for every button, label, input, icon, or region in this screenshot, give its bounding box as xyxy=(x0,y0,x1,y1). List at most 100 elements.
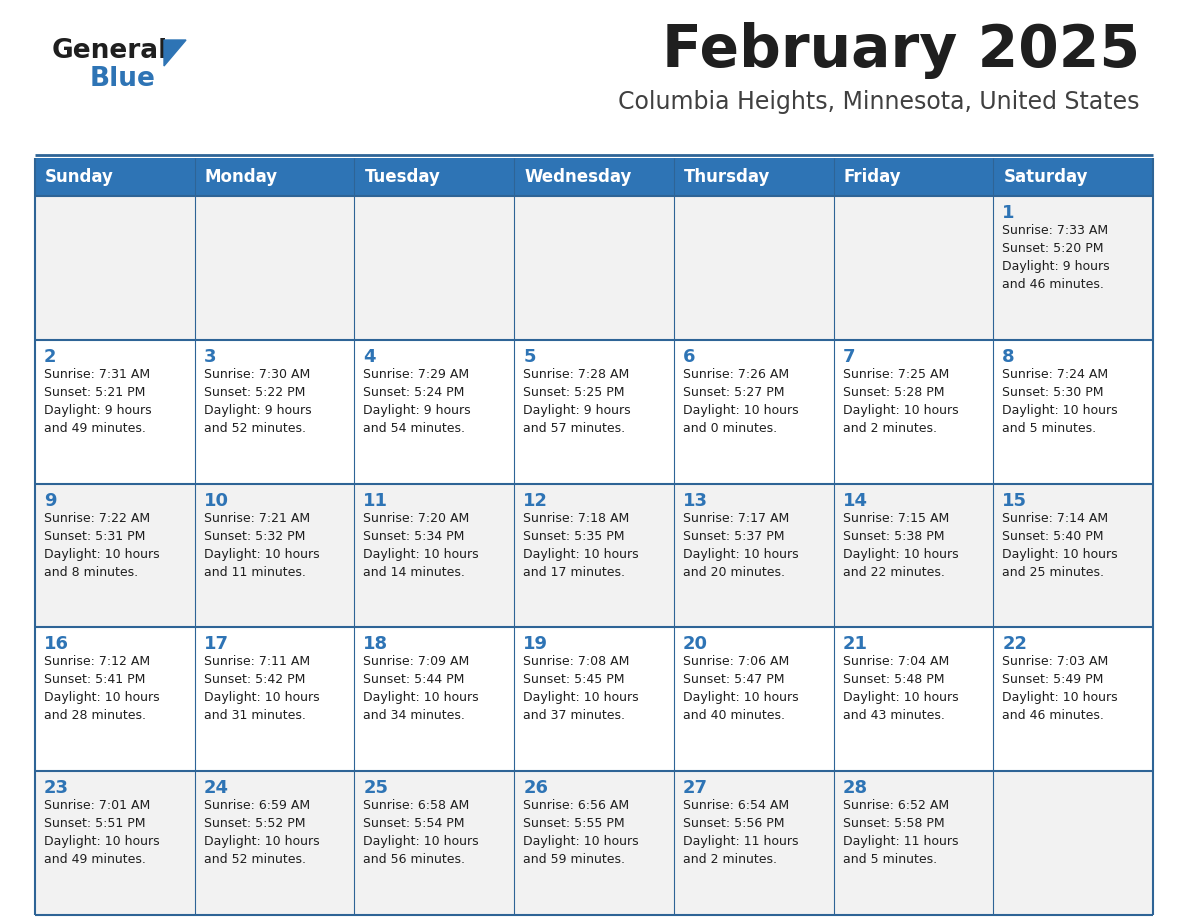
Text: Sunrise: 7:29 AM
Sunset: 5:24 PM
Daylight: 9 hours
and 54 minutes.: Sunrise: 7:29 AM Sunset: 5:24 PM Dayligh… xyxy=(364,368,472,435)
Text: 15: 15 xyxy=(1003,492,1028,509)
Text: Sunrise: 7:22 AM
Sunset: 5:31 PM
Daylight: 10 hours
and 8 minutes.: Sunrise: 7:22 AM Sunset: 5:31 PM Dayligh… xyxy=(44,511,159,578)
Text: Sunrise: 6:59 AM
Sunset: 5:52 PM
Daylight: 10 hours
and 52 minutes.: Sunrise: 6:59 AM Sunset: 5:52 PM Dayligh… xyxy=(203,800,320,867)
Polygon shape xyxy=(164,40,187,66)
Text: Sunrise: 7:24 AM
Sunset: 5:30 PM
Daylight: 10 hours
and 5 minutes.: Sunrise: 7:24 AM Sunset: 5:30 PM Dayligh… xyxy=(1003,368,1118,435)
Text: Thursday: Thursday xyxy=(684,168,770,186)
Text: 12: 12 xyxy=(523,492,548,509)
Text: 21: 21 xyxy=(842,635,867,654)
Text: Sunrise: 7:21 AM
Sunset: 5:32 PM
Daylight: 10 hours
and 11 minutes.: Sunrise: 7:21 AM Sunset: 5:32 PM Dayligh… xyxy=(203,511,320,578)
Bar xyxy=(674,771,834,915)
Text: Sunrise: 7:31 AM
Sunset: 5:21 PM
Daylight: 9 hours
and 49 minutes.: Sunrise: 7:31 AM Sunset: 5:21 PM Dayligh… xyxy=(44,368,152,435)
Text: 4: 4 xyxy=(364,348,375,365)
Bar xyxy=(514,196,674,340)
Bar xyxy=(195,771,354,915)
Text: Sunrise: 7:14 AM
Sunset: 5:40 PM
Daylight: 10 hours
and 25 minutes.: Sunrise: 7:14 AM Sunset: 5:40 PM Dayligh… xyxy=(1003,511,1118,578)
Bar xyxy=(674,484,834,627)
Text: Sunrise: 7:01 AM
Sunset: 5:51 PM
Daylight: 10 hours
and 49 minutes.: Sunrise: 7:01 AM Sunset: 5:51 PM Dayligh… xyxy=(44,800,159,867)
Bar xyxy=(514,484,674,627)
Text: Sunrise: 7:20 AM
Sunset: 5:34 PM
Daylight: 10 hours
and 14 minutes.: Sunrise: 7:20 AM Sunset: 5:34 PM Dayligh… xyxy=(364,511,479,578)
Text: Sunrise: 7:08 AM
Sunset: 5:45 PM
Daylight: 10 hours
and 37 minutes.: Sunrise: 7:08 AM Sunset: 5:45 PM Dayligh… xyxy=(523,655,639,722)
Text: 10: 10 xyxy=(203,492,229,509)
Text: Sunrise: 6:52 AM
Sunset: 5:58 PM
Daylight: 11 hours
and 5 minutes.: Sunrise: 6:52 AM Sunset: 5:58 PM Dayligh… xyxy=(842,800,958,867)
Text: Sunrise: 7:12 AM
Sunset: 5:41 PM
Daylight: 10 hours
and 28 minutes.: Sunrise: 7:12 AM Sunset: 5:41 PM Dayligh… xyxy=(44,655,159,722)
Text: Sunrise: 7:25 AM
Sunset: 5:28 PM
Daylight: 10 hours
and 2 minutes.: Sunrise: 7:25 AM Sunset: 5:28 PM Dayligh… xyxy=(842,368,959,435)
Bar xyxy=(674,627,834,771)
Text: 22: 22 xyxy=(1003,635,1028,654)
Bar xyxy=(34,771,195,915)
Text: 5: 5 xyxy=(523,348,536,365)
Bar xyxy=(34,158,1154,196)
Text: 27: 27 xyxy=(683,779,708,797)
Text: Blue: Blue xyxy=(90,66,156,92)
Text: 2: 2 xyxy=(44,348,57,365)
Text: 6: 6 xyxy=(683,348,695,365)
Text: 17: 17 xyxy=(203,635,229,654)
Text: 11: 11 xyxy=(364,492,388,509)
Bar xyxy=(674,340,834,484)
Bar xyxy=(514,340,674,484)
Text: Sunrise: 7:18 AM
Sunset: 5:35 PM
Daylight: 10 hours
and 17 minutes.: Sunrise: 7:18 AM Sunset: 5:35 PM Dayligh… xyxy=(523,511,639,578)
Text: Sunrise: 6:54 AM
Sunset: 5:56 PM
Daylight: 11 hours
and 2 minutes.: Sunrise: 6:54 AM Sunset: 5:56 PM Dayligh… xyxy=(683,800,798,867)
Text: Columbia Heights, Minnesota, United States: Columbia Heights, Minnesota, United Stat… xyxy=(619,90,1140,114)
Text: Sunrise: 7:30 AM
Sunset: 5:22 PM
Daylight: 9 hours
and 52 minutes.: Sunrise: 7:30 AM Sunset: 5:22 PM Dayligh… xyxy=(203,368,311,435)
Bar xyxy=(354,771,514,915)
Text: Sunrise: 6:56 AM
Sunset: 5:55 PM
Daylight: 10 hours
and 59 minutes.: Sunrise: 6:56 AM Sunset: 5:55 PM Dayligh… xyxy=(523,800,639,867)
Bar xyxy=(354,627,514,771)
Bar xyxy=(34,196,195,340)
Text: Sunrise: 7:28 AM
Sunset: 5:25 PM
Daylight: 9 hours
and 57 minutes.: Sunrise: 7:28 AM Sunset: 5:25 PM Dayligh… xyxy=(523,368,631,435)
Text: 26: 26 xyxy=(523,779,548,797)
Text: Sunrise: 7:15 AM
Sunset: 5:38 PM
Daylight: 10 hours
and 22 minutes.: Sunrise: 7:15 AM Sunset: 5:38 PM Dayligh… xyxy=(842,511,959,578)
Text: 16: 16 xyxy=(44,635,69,654)
Bar xyxy=(993,196,1154,340)
Text: Wednesday: Wednesday xyxy=(524,168,632,186)
Text: 25: 25 xyxy=(364,779,388,797)
Text: Monday: Monday xyxy=(204,168,278,186)
Text: 8: 8 xyxy=(1003,348,1015,365)
Text: February 2025: February 2025 xyxy=(662,22,1140,79)
Text: Sunrise: 6:58 AM
Sunset: 5:54 PM
Daylight: 10 hours
and 56 minutes.: Sunrise: 6:58 AM Sunset: 5:54 PM Dayligh… xyxy=(364,800,479,867)
Text: Sunrise: 7:03 AM
Sunset: 5:49 PM
Daylight: 10 hours
and 46 minutes.: Sunrise: 7:03 AM Sunset: 5:49 PM Dayligh… xyxy=(1003,655,1118,722)
Text: 13: 13 xyxy=(683,492,708,509)
Bar xyxy=(195,196,354,340)
Bar xyxy=(195,484,354,627)
Bar xyxy=(834,771,993,915)
Bar xyxy=(514,771,674,915)
Bar xyxy=(993,627,1154,771)
Bar xyxy=(34,627,195,771)
Bar xyxy=(674,196,834,340)
Bar xyxy=(993,340,1154,484)
Bar xyxy=(34,484,195,627)
Bar xyxy=(195,627,354,771)
Text: General: General xyxy=(52,38,169,64)
Bar xyxy=(834,627,993,771)
Text: Sunrise: 7:26 AM
Sunset: 5:27 PM
Daylight: 10 hours
and 0 minutes.: Sunrise: 7:26 AM Sunset: 5:27 PM Dayligh… xyxy=(683,368,798,435)
Text: 7: 7 xyxy=(842,348,855,365)
Text: Sunrise: 7:09 AM
Sunset: 5:44 PM
Daylight: 10 hours
and 34 minutes.: Sunrise: 7:09 AM Sunset: 5:44 PM Dayligh… xyxy=(364,655,479,722)
Text: 20: 20 xyxy=(683,635,708,654)
Bar xyxy=(34,340,195,484)
Bar xyxy=(354,196,514,340)
Text: Sunrise: 7:33 AM
Sunset: 5:20 PM
Daylight: 9 hours
and 46 minutes.: Sunrise: 7:33 AM Sunset: 5:20 PM Dayligh… xyxy=(1003,224,1110,291)
Bar xyxy=(834,484,993,627)
Text: Saturday: Saturday xyxy=(1004,168,1088,186)
Text: 24: 24 xyxy=(203,779,229,797)
Text: 23: 23 xyxy=(44,779,69,797)
Text: Sunrise: 7:17 AM
Sunset: 5:37 PM
Daylight: 10 hours
and 20 minutes.: Sunrise: 7:17 AM Sunset: 5:37 PM Dayligh… xyxy=(683,511,798,578)
Text: 28: 28 xyxy=(842,779,867,797)
Text: Sunrise: 7:06 AM
Sunset: 5:47 PM
Daylight: 10 hours
and 40 minutes.: Sunrise: 7:06 AM Sunset: 5:47 PM Dayligh… xyxy=(683,655,798,722)
Text: 18: 18 xyxy=(364,635,388,654)
Bar xyxy=(834,196,993,340)
Text: 14: 14 xyxy=(842,492,867,509)
Text: 1: 1 xyxy=(1003,204,1015,222)
Text: Tuesday: Tuesday xyxy=(365,168,441,186)
Bar xyxy=(993,771,1154,915)
Bar xyxy=(354,484,514,627)
Bar xyxy=(195,340,354,484)
Text: Sunrise: 7:04 AM
Sunset: 5:48 PM
Daylight: 10 hours
and 43 minutes.: Sunrise: 7:04 AM Sunset: 5:48 PM Dayligh… xyxy=(842,655,959,722)
Bar xyxy=(834,340,993,484)
Text: 9: 9 xyxy=(44,492,57,509)
Text: Sunday: Sunday xyxy=(45,168,114,186)
Text: 3: 3 xyxy=(203,348,216,365)
Bar xyxy=(514,627,674,771)
Text: 19: 19 xyxy=(523,635,548,654)
